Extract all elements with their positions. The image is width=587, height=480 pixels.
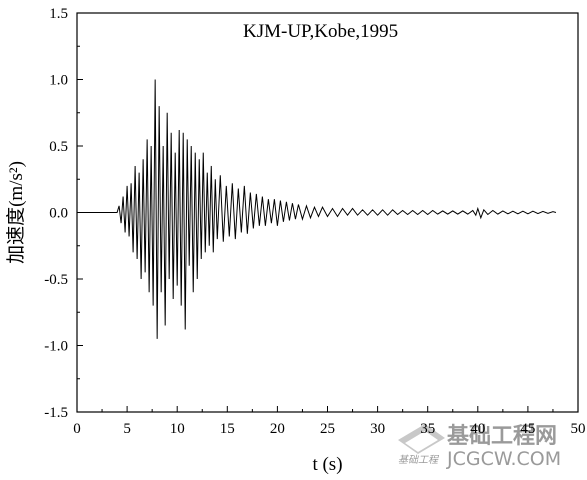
y-axis-title: 加速度(m/s²) bbox=[5, 161, 27, 264]
x-tick-label: 10 bbox=[170, 421, 185, 437]
y-axis: -1.5 -1.0 -0.5 0.0 0.5 1.0 1.5 bbox=[44, 6, 83, 421]
x-axis-title: t (s) bbox=[312, 454, 342, 475]
x-tick-label: 40 bbox=[470, 421, 485, 437]
x-tick-label: 0 bbox=[73, 421, 81, 437]
y-tick-label: -0.5 bbox=[44, 272, 68, 288]
x-tick-label: 35 bbox=[420, 421, 435, 437]
watermark: 基础工程网 基础工程 JCGCW.COM bbox=[398, 424, 561, 470]
x-tick-label: 20 bbox=[270, 421, 285, 437]
watermark-site-url: JCGCW.COM bbox=[446, 448, 561, 470]
x-tick-label: 25 bbox=[320, 421, 335, 437]
x-tick-label: 45 bbox=[520, 421, 535, 437]
x-tick-label: 5 bbox=[123, 421, 131, 437]
x-tick-label: 50 bbox=[571, 421, 586, 437]
watermark-site-name: 基础工程网 bbox=[447, 424, 557, 449]
x-tick-label: 30 bbox=[370, 421, 385, 437]
y-tick-label: -1.0 bbox=[44, 339, 68, 355]
watermark-logo-icon bbox=[398, 424, 445, 454]
x-tick-label: 15 bbox=[220, 421, 235, 437]
watermark-small-text: 基础工程 bbox=[398, 454, 440, 466]
x-axis: 0 5 10 15 20 25 30 35 40 45 50 bbox=[73, 406, 586, 437]
y-tick-label: 0.5 bbox=[49, 139, 68, 155]
y-tick-label: 0.0 bbox=[49, 206, 68, 222]
acceleration-series-line bbox=[77, 79, 557, 339]
y-tick-label: 1.0 bbox=[49, 73, 68, 89]
y-tick-label: -1.5 bbox=[44, 405, 68, 421]
y-tick-label: 1.5 bbox=[49, 6, 68, 22]
chart-title: KJM-UP,Kobe,1995 bbox=[243, 21, 398, 42]
